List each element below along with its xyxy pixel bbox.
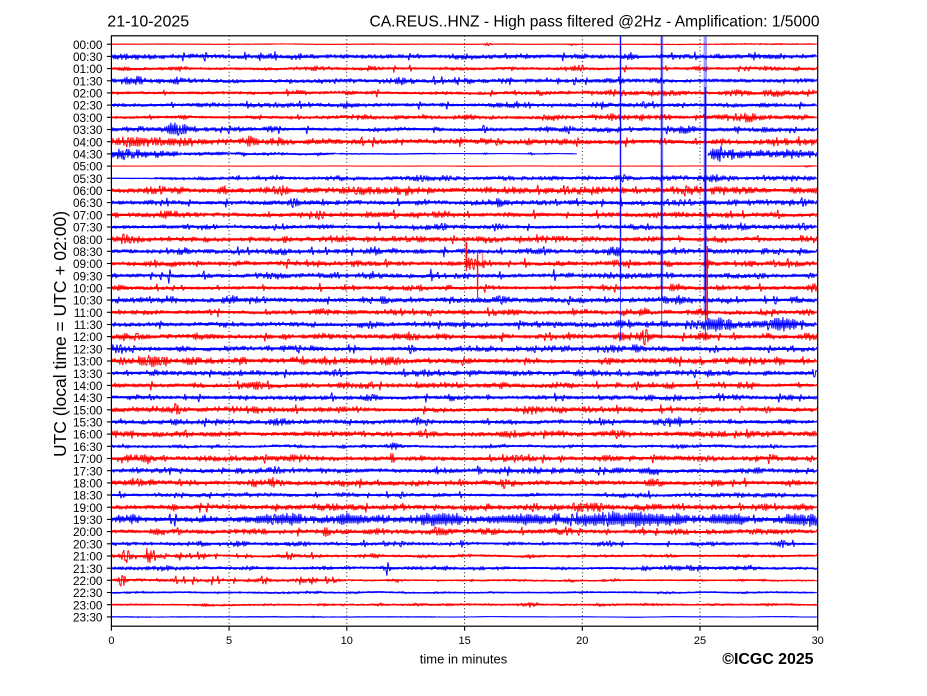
svg-text:11:00: 11:00 bbox=[74, 306, 103, 320]
svg-text:CA.REUS..HNZ - High pass filte: CA.REUS..HNZ - High pass filtered @2Hz -… bbox=[369, 13, 819, 30]
svg-text:20:00: 20:00 bbox=[73, 525, 103, 539]
svg-text:09:00: 09:00 bbox=[73, 257, 103, 271]
svg-text:07:00: 07:00 bbox=[73, 208, 103, 222]
svg-text:04:30: 04:30 bbox=[73, 148, 103, 162]
svg-text:19:30: 19:30 bbox=[73, 513, 103, 527]
svg-text:08:00: 08:00 bbox=[73, 233, 103, 247]
svg-text:15: 15 bbox=[458, 635, 470, 647]
svg-text:5: 5 bbox=[226, 635, 232, 647]
svg-text:22:30: 22:30 bbox=[73, 586, 103, 600]
svg-text:02:00: 02:00 bbox=[73, 87, 103, 101]
svg-text:21:00: 21:00 bbox=[73, 550, 103, 564]
svg-text:01:30: 01:30 bbox=[73, 74, 103, 88]
svg-text:16:30: 16:30 bbox=[73, 440, 103, 454]
svg-text:19:00: 19:00 bbox=[73, 501, 103, 515]
svg-text:20:30: 20:30 bbox=[73, 537, 103, 551]
svg-text:21-10-2025: 21-10-2025 bbox=[107, 13, 189, 30]
svg-text:04:00: 04:00 bbox=[73, 135, 103, 149]
svg-text:06:30: 06:30 bbox=[73, 196, 103, 210]
svg-text:20: 20 bbox=[576, 635, 588, 647]
svg-text:06:00: 06:00 bbox=[73, 184, 103, 198]
svg-text:15:30: 15:30 bbox=[73, 416, 103, 430]
svg-text:16:00: 16:00 bbox=[73, 428, 103, 442]
svg-text:14:30: 14:30 bbox=[73, 391, 103, 405]
svg-text:03:00: 03:00 bbox=[73, 111, 103, 125]
svg-text:22:00: 22:00 bbox=[73, 574, 103, 588]
svg-text:21:30: 21:30 bbox=[73, 562, 103, 576]
svg-text:10: 10 bbox=[341, 635, 353, 647]
svg-text:09:30: 09:30 bbox=[73, 269, 103, 283]
svg-text:UTC (local time = UTC + 02:00): UTC (local time = UTC + 02:00) bbox=[50, 211, 70, 457]
svg-text:12:30: 12:30 bbox=[73, 342, 103, 356]
svg-text:12:00: 12:00 bbox=[73, 330, 103, 344]
svg-text:©ICGC 2025: ©ICGC 2025 bbox=[722, 651, 813, 668]
svg-text:00:00: 00:00 bbox=[73, 38, 103, 52]
svg-text:23:30: 23:30 bbox=[73, 611, 103, 625]
svg-text:17:00: 17:00 bbox=[73, 452, 103, 466]
svg-text:03:30: 03:30 bbox=[73, 123, 103, 137]
svg-text:01:00: 01:00 bbox=[73, 62, 103, 76]
svg-text:10:30: 10:30 bbox=[73, 294, 103, 308]
svg-text:10:00: 10:00 bbox=[73, 282, 103, 296]
svg-text:30: 30 bbox=[812, 635, 824, 647]
svg-text:07:30: 07:30 bbox=[73, 221, 103, 235]
svg-text:08:30: 08:30 bbox=[73, 245, 103, 259]
svg-text:15:00: 15:00 bbox=[73, 403, 103, 417]
svg-text:05:00: 05:00 bbox=[73, 160, 103, 174]
svg-text:18:00: 18:00 bbox=[73, 477, 103, 491]
svg-text:0: 0 bbox=[108, 635, 114, 647]
svg-text:11:30: 11:30 bbox=[74, 318, 103, 332]
svg-text:23:00: 23:00 bbox=[73, 598, 103, 612]
svg-text:13:30: 13:30 bbox=[73, 367, 103, 381]
svg-text:00:30: 00:30 bbox=[73, 50, 103, 64]
svg-text:25: 25 bbox=[694, 635, 706, 647]
svg-text:02:30: 02:30 bbox=[73, 99, 103, 113]
svg-text:17:30: 17:30 bbox=[73, 464, 103, 478]
svg-text:05:30: 05:30 bbox=[73, 172, 103, 186]
svg-text:14:00: 14:00 bbox=[73, 379, 103, 393]
svg-text:18:30: 18:30 bbox=[73, 489, 103, 503]
svg-text:13:00: 13:00 bbox=[73, 355, 103, 369]
svg-text:time in minutes: time in minutes bbox=[420, 652, 508, 667]
